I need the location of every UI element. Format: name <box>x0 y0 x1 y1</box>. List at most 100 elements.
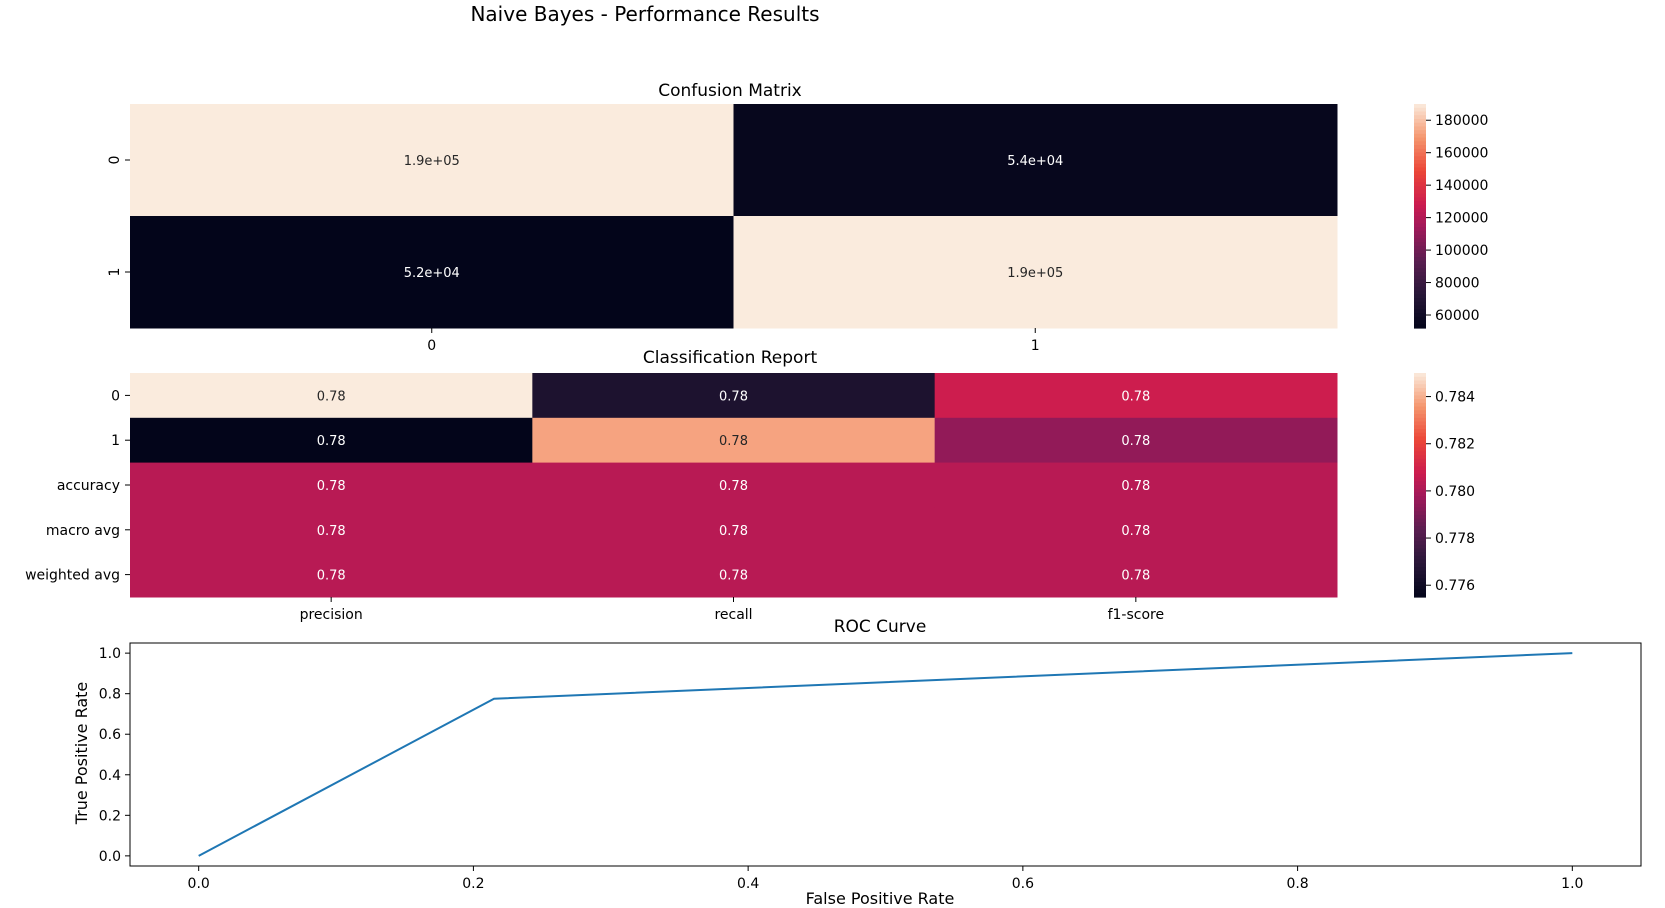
heatmap-cell <box>532 417 936 464</box>
y-tick-label: 1 <box>111 433 120 449</box>
colorbar-segment <box>1414 118 1426 124</box>
colorbar-segment <box>1414 567 1426 572</box>
roc-x-tick-label: 0.2 <box>462 876 484 892</box>
heatmap-cell <box>733 216 1338 329</box>
colorbar-segment <box>1414 178 1426 183</box>
colorbar-segment <box>1414 197 1426 202</box>
colorbar-segment <box>1414 115 1426 120</box>
colorbar-segment <box>1414 563 1426 568</box>
colorbar-segment <box>1414 133 1426 139</box>
colorbar-tick-label: 0.776 <box>1435 578 1475 594</box>
colorbar-segment <box>1414 541 1426 546</box>
roc-curve-plot: 0.0 0.2 0.4 0.6 0.8 1.0 0.0 0.2 0.4 0.6 0.8 1.0 <box>99 642 1642 892</box>
colorbar-segment <box>1414 589 1426 594</box>
classification-report-panel: Classification Report 0.78 0.78 0.78 0.78 0.… <box>25 348 1475 623</box>
colorbar-segment <box>1414 499 1426 505</box>
colorbar-segment <box>1414 555 1426 561</box>
colorbar-segment <box>1414 443 1426 449</box>
colorbar-segment <box>1414 522 1426 527</box>
colorbar-segment <box>1414 111 1426 116</box>
heatmap-cell <box>130 507 533 553</box>
roc-y-tick-label: 0.6 <box>99 727 121 743</box>
colorbar-segment <box>1414 481 1426 486</box>
colorbar-segment <box>1414 234 1426 239</box>
colorbar-segment <box>1414 548 1426 553</box>
cell-annotation: 5.2e+04 <box>404 266 460 281</box>
colorbar-tick-label: 180000 <box>1435 113 1488 129</box>
colorbar-segment <box>1414 440 1426 445</box>
colorbar-segment <box>1414 182 1426 187</box>
cell-annotation: 1.9e+05 <box>404 154 460 169</box>
heatmap-cell <box>130 104 734 217</box>
x-tick-label: f1-score <box>1108 607 1165 623</box>
colorbar-segment <box>1414 171 1426 176</box>
figure-title: Naive Bayes - Performance Results <box>470 2 819 26</box>
roc-x-tick-label: 0.4 <box>737 876 759 892</box>
colorbar-segment <box>1414 275 1426 281</box>
x-tick-label: recall <box>714 607 752 623</box>
colorbar-segment <box>1414 186 1426 191</box>
y-tick-label: 0 <box>107 156 123 165</box>
colorbar-segment <box>1414 156 1426 161</box>
colorbar-segment <box>1414 574 1426 579</box>
colorbar-segment <box>1414 451 1426 456</box>
cell-annotation: 0.78 <box>719 389 748 404</box>
colorbar-segment <box>1414 432 1426 438</box>
roc-x-tick-label: 0.8 <box>1286 876 1308 892</box>
colorbar-segment <box>1414 518 1426 523</box>
colorbar-segment <box>1414 230 1426 236</box>
heatmap-cell <box>733 104 1338 217</box>
colorbar-segment <box>1414 421 1426 426</box>
colorbar-segment <box>1414 305 1426 310</box>
heatmap-cell <box>130 373 533 419</box>
cell-annotation: 0.78 <box>719 524 748 539</box>
colorbar-segment <box>1414 526 1426 531</box>
cell-annotation: 0.78 <box>1121 479 1150 494</box>
colorbar-tick-label: 0.782 <box>1435 437 1475 453</box>
colorbar-segment <box>1414 458 1426 464</box>
colorbar-segment <box>1414 253 1426 258</box>
colorbar-segment <box>1414 511 1426 516</box>
colorbar-segment <box>1414 425 1426 430</box>
heatmap-cell <box>130 216 734 329</box>
colorbar-segment <box>1414 163 1426 169</box>
colorbar-segment <box>1414 223 1426 228</box>
colorbar-segment <box>1414 376 1426 382</box>
colorbar-segment <box>1414 585 1426 591</box>
heatmap-cell <box>934 552 1338 598</box>
colorbar-segment <box>1414 130 1426 135</box>
roc-y-tick-label: 0.2 <box>99 808 121 824</box>
colorbar-segment <box>1414 227 1426 232</box>
colorbar-segment <box>1414 470 1426 475</box>
colorbar-segment <box>1414 219 1426 225</box>
heatmap-cell <box>532 373 936 419</box>
colorbar-segment <box>1414 167 1426 172</box>
roc-y-tick-label: 1.0 <box>99 646 121 662</box>
colorbar-segment <box>1414 380 1426 385</box>
y-tick-label: 0 <box>111 388 120 404</box>
roc-curve-title: ROC Curve <box>834 617 927 637</box>
heatmap-cell <box>532 462 936 508</box>
colorbar-tick-label: 100000 <box>1435 243 1488 259</box>
roc-y-tick-label: 0.0 <box>99 849 121 865</box>
colorbar-segment <box>1414 503 1426 508</box>
x-tick-label: 1 <box>1031 338 1040 354</box>
cell-annotation: 0.78 <box>317 434 346 449</box>
colorbar-tick-label: 60000 <box>1435 308 1480 324</box>
cell-annotation: 0.78 <box>719 569 748 584</box>
classification-report-title: Classification Report <box>643 348 818 368</box>
colorbar-segment <box>1414 174 1426 180</box>
colorbar-segment <box>1414 216 1426 221</box>
colorbar-segment <box>1414 417 1426 423</box>
colorbar-segment <box>1414 578 1426 583</box>
colorbar-segment <box>1414 208 1426 213</box>
roc-plot-frame <box>129 642 1642 867</box>
colorbar-segment <box>1414 399 1426 404</box>
colorbar-segment <box>1414 514 1426 520</box>
x-tick-label: precision <box>300 607 363 623</box>
colorbar-tick-label: 0.784 <box>1435 390 1475 406</box>
colorbar-segment <box>1414 283 1426 288</box>
confusion-matrix-colorbar: 60000 80000 100000 120000 140000 160000 180000 <box>1414 104 1488 329</box>
colorbar-segment <box>1414 249 1426 254</box>
